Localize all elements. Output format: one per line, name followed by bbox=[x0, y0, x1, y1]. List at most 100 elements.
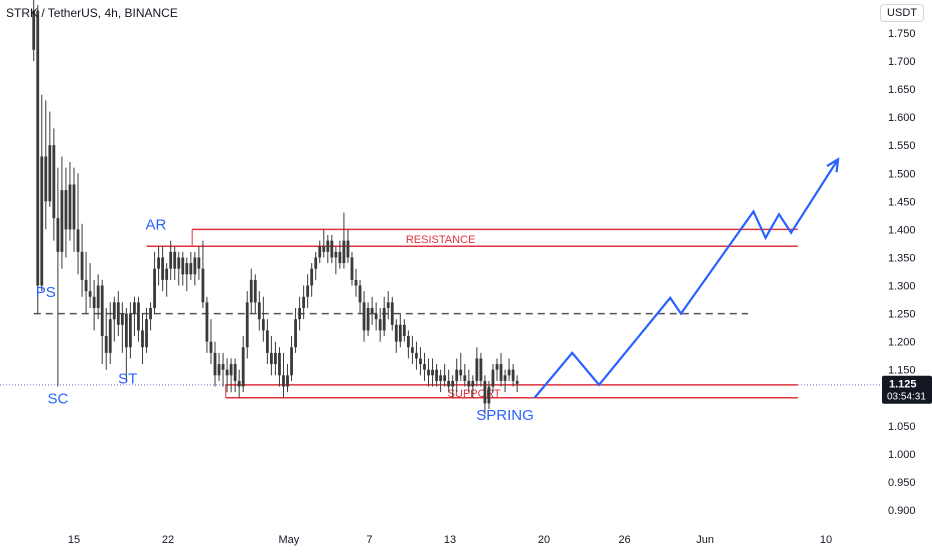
candle-body bbox=[149, 307, 152, 320]
candle bbox=[427, 358, 430, 387]
candle bbox=[326, 235, 330, 264]
candle-body bbox=[189, 263, 193, 275]
y-tick-label: 1.050 bbox=[888, 421, 916, 433]
candle-body bbox=[302, 296, 306, 308]
currency-button[interactable]: USDT bbox=[880, 4, 924, 22]
candle-body bbox=[265, 330, 269, 353]
candle-body bbox=[362, 302, 366, 331]
candle-body bbox=[201, 268, 205, 303]
candle bbox=[455, 358, 459, 393]
candle-body bbox=[511, 369, 515, 381]
candle-body bbox=[278, 352, 281, 376]
candle bbox=[398, 313, 402, 348]
candle-body bbox=[145, 319, 148, 348]
symbol-title: STRK / TetherUS, 4h, BINANCE bbox=[6, 6, 178, 20]
candle-body bbox=[108, 319, 112, 353]
candle bbox=[80, 223, 84, 297]
candle bbox=[48, 111, 52, 207]
candle-body bbox=[161, 257, 165, 280]
candle bbox=[221, 352, 225, 387]
price-tag-box bbox=[882, 375, 932, 404]
wyckoff-label-sc: SC bbox=[47, 390, 68, 407]
candle-body bbox=[48, 145, 52, 202]
candle-body bbox=[193, 257, 197, 275]
candle bbox=[193, 251, 197, 286]
candle bbox=[338, 240, 342, 269]
candle bbox=[306, 274, 310, 308]
candle bbox=[415, 341, 418, 370]
candle-body bbox=[80, 251, 84, 280]
candle-body bbox=[406, 336, 410, 348]
candle-body bbox=[88, 291, 92, 297]
price-tag-countdown: 03:54:31 bbox=[887, 392, 926, 403]
candle-body bbox=[141, 330, 144, 348]
candle bbox=[64, 167, 68, 258]
y-tick-label: 1.450 bbox=[888, 196, 916, 208]
candle-body bbox=[411, 347, 414, 353]
candle-body bbox=[491, 369, 495, 387]
candle-body bbox=[298, 307, 301, 320]
candle-body bbox=[169, 251, 173, 269]
candle-body bbox=[68, 184, 72, 230]
candle bbox=[165, 263, 169, 297]
candle-body bbox=[507, 369, 511, 376]
candle bbox=[435, 364, 438, 387]
candle-body bbox=[241, 347, 245, 387]
candle-body bbox=[157, 257, 160, 269]
candle-body bbox=[306, 285, 310, 297]
candle bbox=[157, 246, 160, 286]
candle bbox=[314, 251, 318, 280]
candle-body bbox=[495, 364, 499, 370]
candle bbox=[161, 246, 165, 292]
candle bbox=[52, 128, 56, 241]
candle bbox=[483, 375, 487, 415]
candle-body bbox=[229, 364, 233, 376]
candle-body bbox=[64, 190, 68, 230]
candle-body bbox=[116, 302, 120, 325]
candle-body bbox=[96, 285, 100, 308]
candle-body bbox=[415, 352, 418, 359]
candle bbox=[431, 358, 434, 387]
candle bbox=[503, 369, 507, 393]
candle bbox=[153, 251, 156, 314]
candle bbox=[346, 229, 350, 264]
candle bbox=[257, 291, 261, 331]
candle bbox=[274, 341, 277, 376]
candle bbox=[72, 167, 76, 252]
candle bbox=[124, 307, 128, 381]
candle bbox=[366, 302, 370, 337]
candle bbox=[298, 296, 301, 331]
candle bbox=[499, 352, 503, 387]
candle bbox=[100, 279, 104, 365]
x-tick-label: 13 bbox=[444, 534, 456, 546]
candle-body bbox=[419, 358, 422, 365]
candle-body bbox=[499, 364, 503, 381]
candle bbox=[378, 307, 382, 342]
candle-body bbox=[137, 302, 140, 331]
candle bbox=[318, 240, 322, 264]
candle bbox=[362, 291, 366, 342]
candle-body bbox=[290, 347, 293, 376]
y-tick-label: 1.650 bbox=[888, 84, 916, 96]
candle-body bbox=[104, 336, 108, 353]
candle bbox=[451, 375, 455, 398]
price-tag-price: 1.125 bbox=[889, 379, 917, 391]
candle-body bbox=[471, 380, 475, 387]
candle-body bbox=[370, 307, 374, 314]
candle bbox=[282, 352, 285, 398]
candle-body bbox=[92, 296, 96, 308]
candle bbox=[411, 336, 414, 365]
candle bbox=[370, 296, 374, 325]
candle-body bbox=[270, 352, 273, 365]
candle-body bbox=[274, 352, 277, 365]
candle-body bbox=[245, 302, 249, 348]
candle-body bbox=[286, 375, 289, 387]
candle-body bbox=[503, 375, 507, 381]
candle bbox=[177, 251, 181, 286]
candle-body bbox=[431, 369, 434, 376]
y-tick-label: 1.250 bbox=[888, 309, 916, 321]
candle-body bbox=[439, 375, 442, 381]
y-tick-label: 1.500 bbox=[888, 168, 916, 180]
